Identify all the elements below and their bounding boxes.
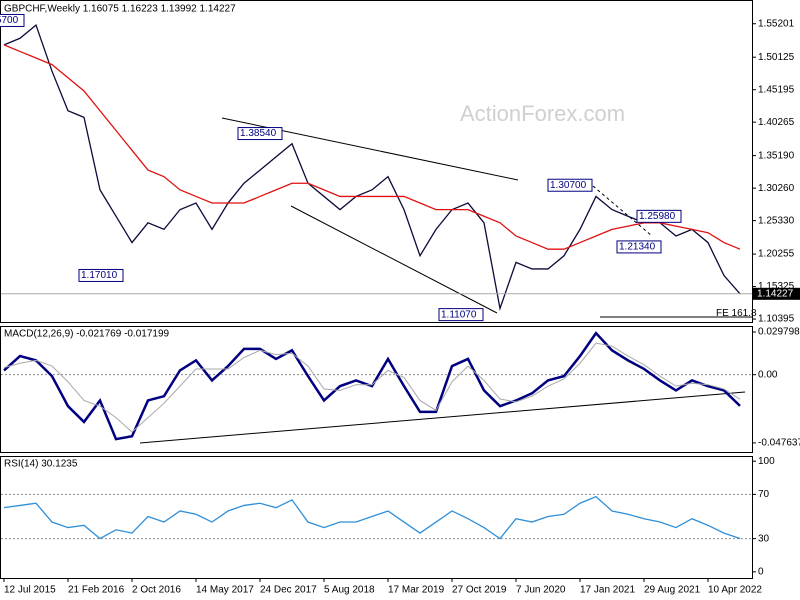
y-tick-label: 0.00 [758,369,778,380]
price-title: GBPCHF,Weekly 1.16075 1.16223 1.13992 1.… [4,4,236,15]
y-tick-label: 1.15325 [758,281,795,292]
annotation: 1.55700 [0,15,19,26]
watermark: ActionForex.com [460,101,625,126]
x-tick-label: 17 Jan 2021 [580,585,635,596]
y-tick-label: -0.047637 [758,438,800,449]
x-tick-label: 14 May 2017 [196,585,254,596]
y-tick-label: 0 [758,566,764,577]
annotation-box [616,240,662,254]
series-line [3,495,741,540]
y-tick-label: 1.55201 [758,18,795,29]
annotation: 1.11070 [441,309,477,320]
x-tick-label: 2 Oct 2016 [132,585,181,596]
x-tick-label: 21 Feb 2016 [68,585,125,596]
series-line [3,23,741,312]
x-tick-label: 17 Mar 2019 [388,585,445,596]
annotation-box [78,268,124,282]
series-line [3,342,741,433]
x-tick-label: 7 Jun 2020 [516,585,566,596]
y-tick-label: 1.25330 [758,215,795,226]
annotation-box [636,209,682,223]
last-price-label: 1.14227 [757,288,794,299]
series-line [3,331,741,441]
y-tick-label: 100 [758,456,775,467]
y-tick-label: 1.35190 [758,150,795,161]
macd-panel [0,326,753,453]
annotation: FE 161.8 [716,308,757,319]
annotation-box [237,127,283,141]
macd-title: MACD(12,26,9) -0.021769 -0.017199 [4,329,170,340]
y-tick-label: 1.45195 [758,84,795,95]
y-tick-label: 1.30260 [758,183,795,194]
x-tick-label: 5 Aug 2018 [324,585,375,596]
annotation: 1.21340 [619,242,656,253]
series-line [3,44,741,250]
last-price-box [753,287,800,300]
annotation: 1.17010 [81,270,118,281]
annotation: 1.30700 [550,180,587,191]
y-tick-label: 0.029798 [758,327,800,338]
y-tick-label: 30 [758,533,770,544]
annotation: 1.38540 [240,128,277,139]
x-tick-label: 10 Apr 2022 [708,585,762,596]
rsi-title: RSI(14) 30.1235 [4,459,78,470]
y-tick-label: 70 [758,489,770,500]
rsi-panel [0,456,753,579]
y-tick-label: 1.20255 [758,249,795,260]
x-tick-label: 12 Jul 2015 [4,585,56,596]
x-tick-label: 24 Dec 2017 [260,585,317,596]
trendline [592,185,653,237]
x-tick-label: 27 Oct 2019 [452,585,507,596]
price-panel [0,0,753,323]
annotation: 1.25980 [639,211,676,222]
y-tick-label: 1.40265 [758,117,795,128]
trendline [290,205,498,314]
y-tick-label: 1.10395 [758,314,795,325]
annotation-box [0,13,25,27]
x-tick-label: 29 Aug 2021 [644,585,701,596]
annotation-box [547,178,593,192]
annotation-box [438,308,484,322]
trendline [139,391,746,444]
y-tick-label: 1.50125 [758,52,795,63]
